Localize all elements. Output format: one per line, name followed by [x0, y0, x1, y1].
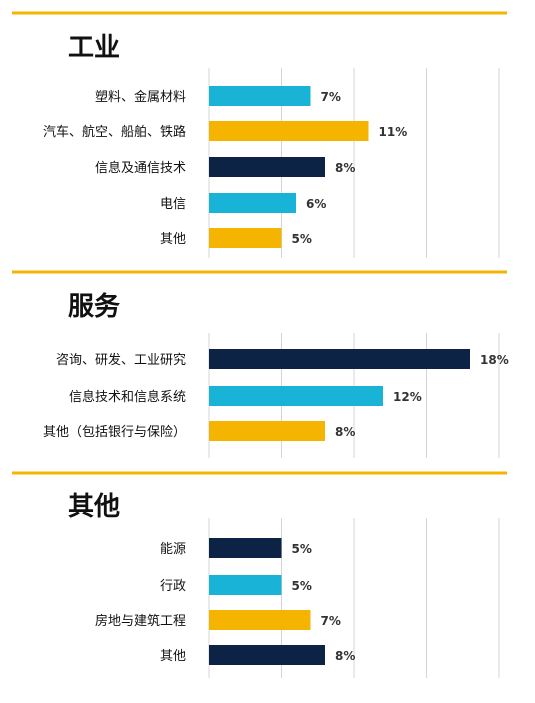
- category-label: 塑料、金属材料: [95, 89, 186, 105]
- bar: [209, 575, 282, 595]
- value-label: 11%: [379, 125, 408, 139]
- bar: [209, 349, 470, 369]
- category-label: 信息及通信技术: [95, 160, 186, 176]
- value-label: 8%: [335, 649, 355, 663]
- section-title: 服务: [68, 292, 120, 322]
- bar: [209, 610, 311, 630]
- value-label: 12%: [393, 390, 422, 404]
- value-label: 8%: [335, 425, 355, 439]
- value-label: 7%: [321, 614, 341, 628]
- bar: [209, 86, 311, 106]
- category-label: 汽车、航空、船舶、铁路: [43, 124, 186, 140]
- bar: [209, 645, 325, 665]
- bar: [209, 193, 296, 213]
- value-label: 5%: [292, 579, 312, 593]
- category-label: 信息技术和信息系统: [69, 389, 186, 405]
- section-title: 工业: [68, 33, 120, 63]
- bar: [209, 386, 383, 406]
- category-label: 行政: [160, 579, 186, 594]
- value-label: 8%: [335, 161, 355, 175]
- value-label: 5%: [292, 542, 312, 556]
- category-label: 其他: [160, 649, 186, 664]
- category-label: 电信: [160, 197, 186, 212]
- bar: [209, 157, 325, 177]
- section-title: 其他: [68, 492, 120, 522]
- bar: [209, 121, 369, 141]
- bar: [209, 421, 325, 441]
- category-label: 能源: [160, 542, 186, 557]
- bar: [209, 538, 282, 558]
- bar: [209, 228, 282, 248]
- category-label: 房地与建筑工程: [95, 613, 186, 629]
- category-label: 其他（包括银行与保险）: [43, 425, 186, 440]
- value-label: 6%: [306, 197, 326, 211]
- value-label: 7%: [321, 90, 341, 104]
- category-label: 其他: [160, 232, 186, 247]
- value-label: 18%: [480, 353, 509, 367]
- value-label: 5%: [292, 232, 312, 246]
- category-label: 咨询、研发、工业研究: [56, 352, 186, 368]
